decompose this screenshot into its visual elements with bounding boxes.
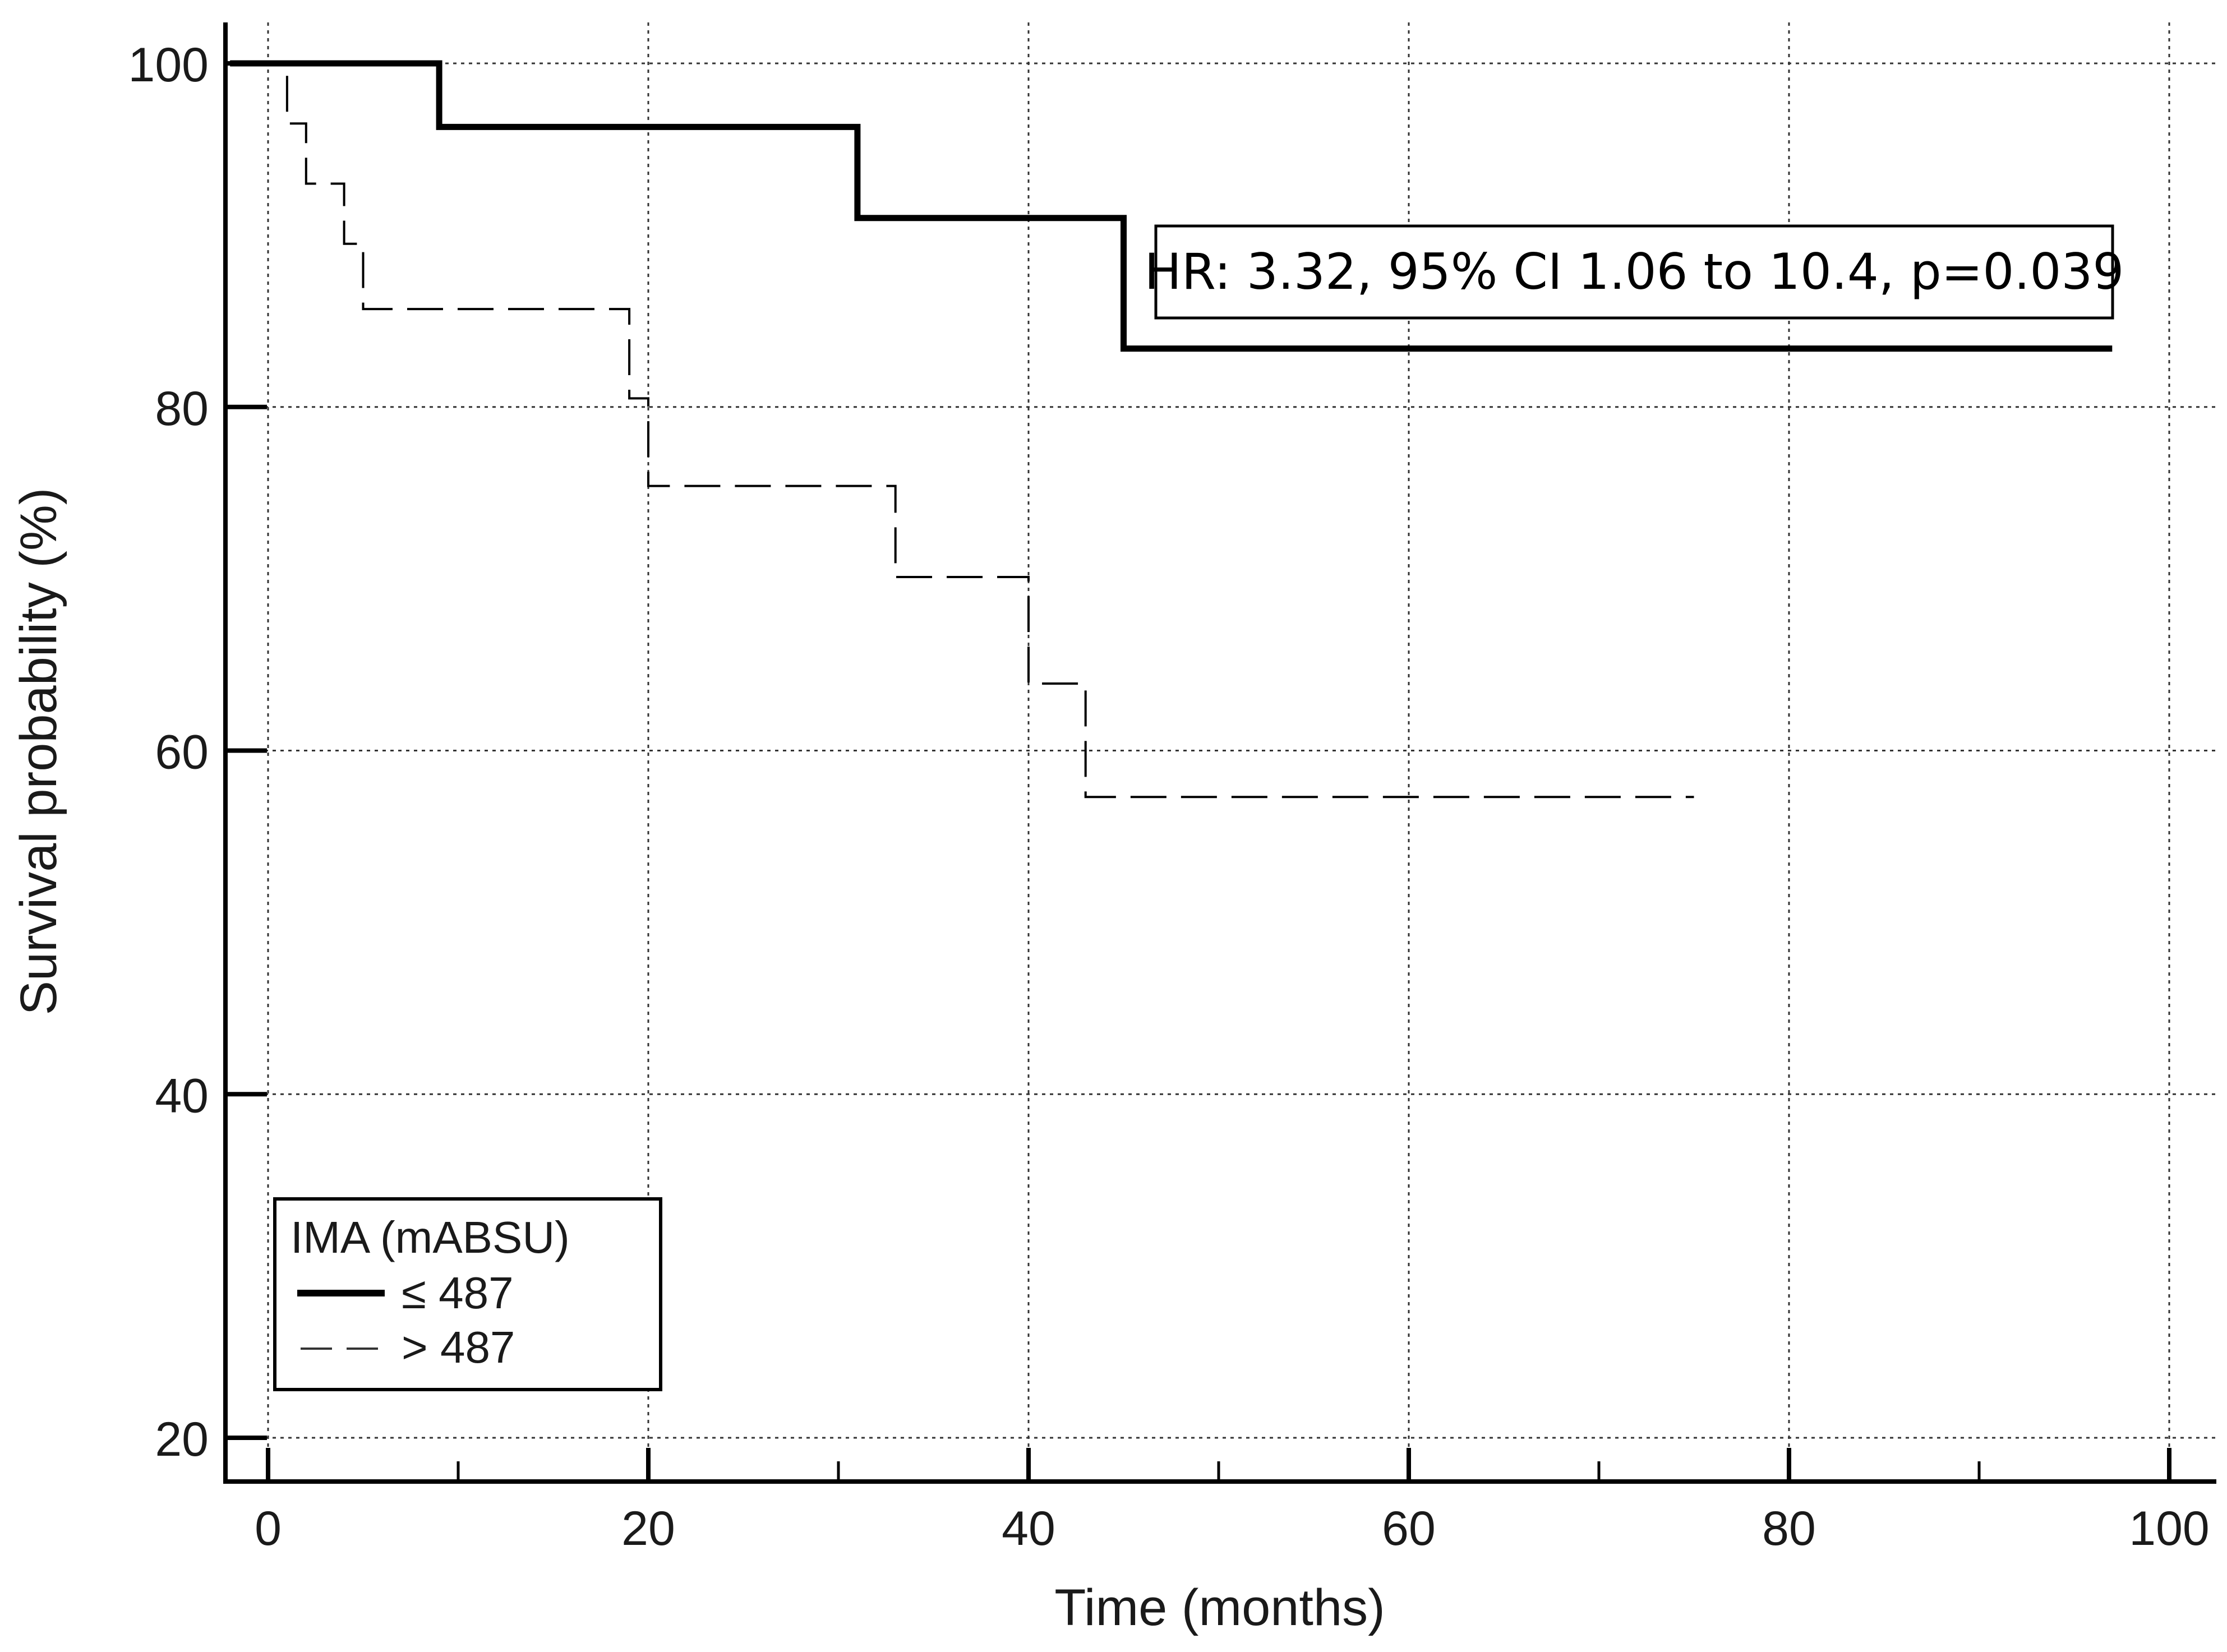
legend: IMA (mABSU) ≤ 487 > 487 xyxy=(273,1197,662,1391)
gridlines xyxy=(225,22,2216,1482)
survival-curve-le-487 xyxy=(230,60,2113,352)
legend-title: IMA (mABSU) xyxy=(291,1212,570,1262)
survival-curve-gt-487 xyxy=(249,62,1694,799)
x-axis-title: Time (months) xyxy=(1054,1579,1385,1636)
annotation-text: HR: 3.32, 95% CI 1.06 to 10.4, p=0.039 xyxy=(1145,243,2124,301)
x-tick-label: 80 xyxy=(1762,1502,1816,1556)
x-tick-label: 100 xyxy=(2129,1502,2210,1556)
survival-curves xyxy=(230,60,2113,799)
x-tick-label: 40 xyxy=(1002,1502,1055,1556)
annotation-box xyxy=(1154,224,2114,320)
axis-ticks: 0 20 40 60 80 100 20 40 60 80 100 xyxy=(128,38,2210,1556)
y-tick-label: 40 xyxy=(155,1069,209,1123)
x-tick-label: 20 xyxy=(621,1502,675,1556)
y-tick-label: 100 xyxy=(128,38,209,92)
y-tick-label: 20 xyxy=(155,1413,209,1466)
x-tick-label: 0 xyxy=(255,1502,282,1556)
y-tick-label: 80 xyxy=(155,382,209,436)
y-axis-title: Survival probability (%) xyxy=(10,488,67,1016)
hazard-ratio-annotation: HR: 3.32, 95% CI 1.06 to 10.4, p=0.039 xyxy=(1145,224,2124,320)
legend-label-le-487: ≤ 487 xyxy=(402,1268,514,1318)
x-tick-label: 60 xyxy=(1382,1502,1436,1556)
y-tick-label: 60 xyxy=(155,726,209,779)
legend-label-gt-487: > 487 xyxy=(402,1322,515,1372)
